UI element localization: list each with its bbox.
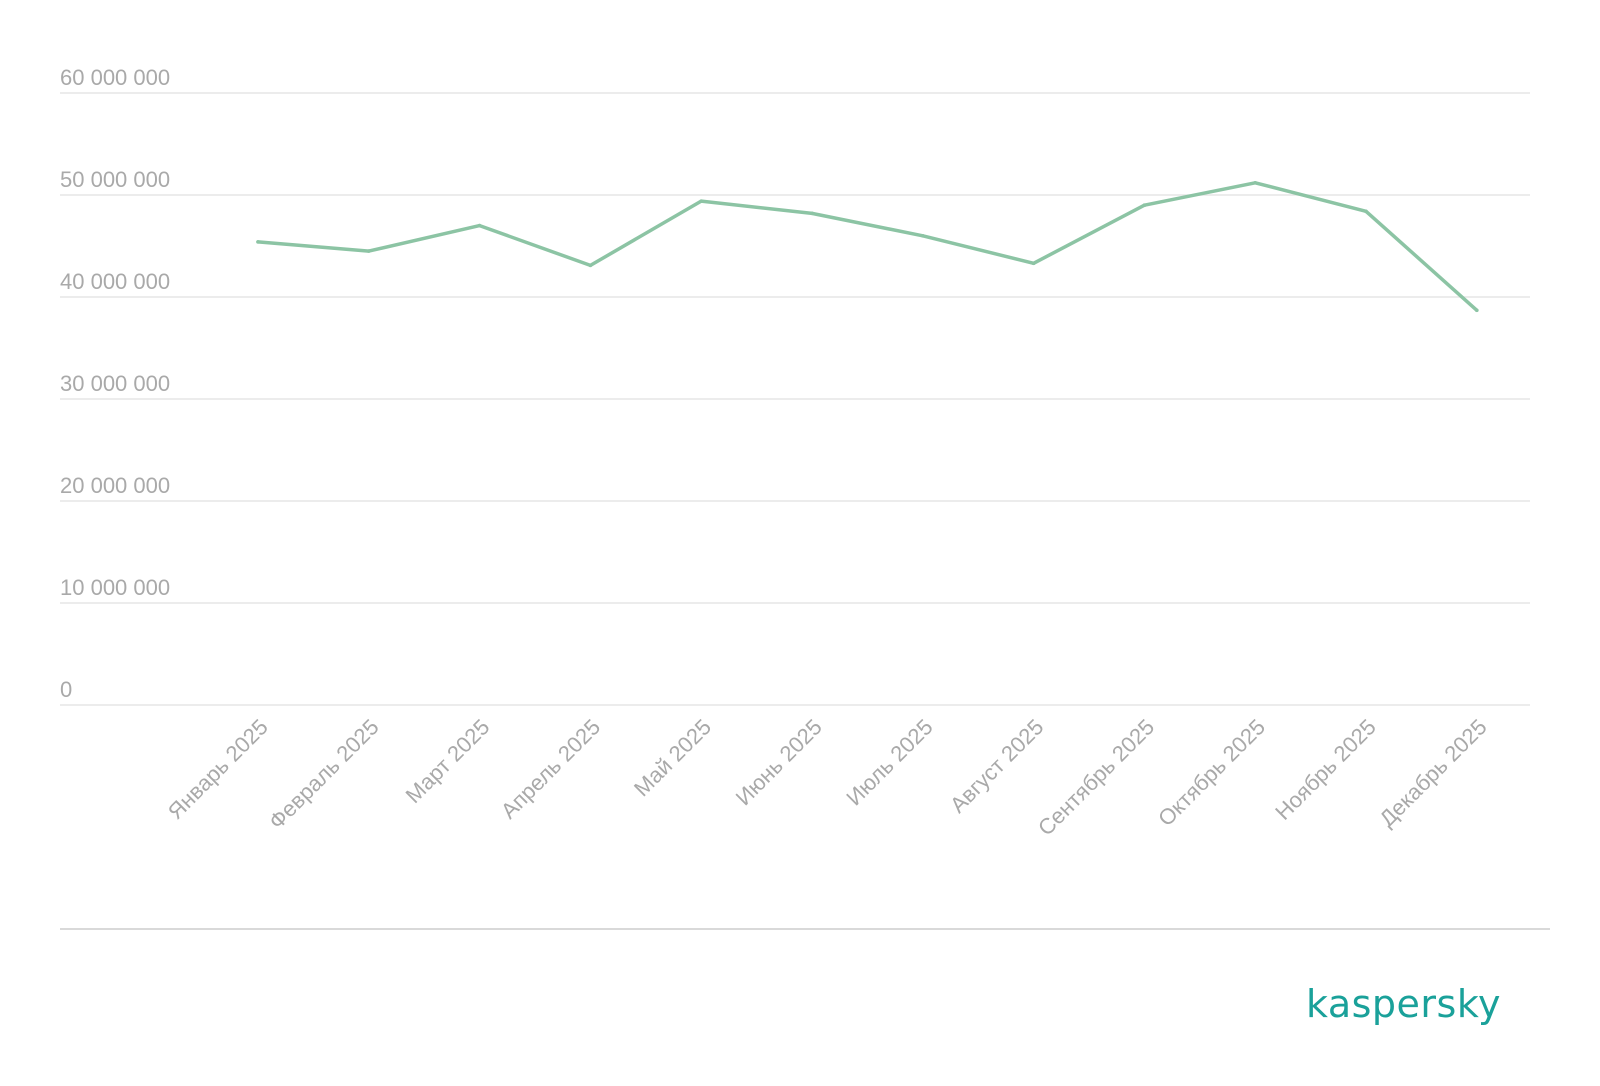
- x-tick-label: Сентябрь 2025: [1033, 714, 1159, 840]
- x-tick-label: Май 2025: [629, 714, 716, 801]
- x-tick-label: Октябрь 2025: [1153, 714, 1270, 831]
- x-tick-label: Февраль 2025: [264, 714, 384, 834]
- y-tick-label: 0: [60, 677, 72, 702]
- series-line: [256, 181, 1479, 313]
- y-tick-label: 10 000 000: [60, 575, 170, 600]
- data-point: [588, 263, 593, 268]
- x-tick-label: Июль 2025: [841, 714, 937, 810]
- data-point: [1142, 203, 1147, 207]
- data-point: [1364, 209, 1368, 214]
- kaspersky-logo: kaspersky: [1306, 982, 1501, 1026]
- data-point: [1253, 180, 1257, 185]
- x-tick-label: Ноябрь 2025: [1270, 714, 1381, 825]
- y-tick-label: 20 000 000: [60, 473, 170, 498]
- series-layer: [256, 180, 1479, 313]
- data-point: [810, 211, 814, 216]
- x-tick-label: Март 2025: [401, 714, 495, 808]
- x-tick-label: Август 2025: [945, 714, 1048, 817]
- y-axis-tick-labels: 0 10 000 000 20 000 000 30 000 000 40 000 00…: [60, 65, 170, 702]
- y-tick-label: 50 000 000: [60, 167, 170, 192]
- x-tick-label: Апрель 2025: [496, 714, 605, 823]
- y-tick-label: 40 000 000: [60, 269, 170, 294]
- x-tick-label: Январь 2025: [163, 714, 273, 824]
- data-point: [699, 199, 703, 203]
- x-tick-label: Декабрь 2025: [1374, 714, 1491, 831]
- data-point: [1475, 308, 1479, 313]
- y-tick-label: 30 000 000: [60, 371, 170, 396]
- data-point: [1031, 261, 1036, 266]
- data-point: [256, 240, 260, 244]
- data-point: [367, 249, 371, 253]
- x-tick-label: Июнь 2025: [731, 714, 827, 810]
- data-point: [921, 234, 925, 238]
- y-tick-label: 60 000 000: [60, 65, 170, 90]
- footer-divider: [60, 928, 1550, 930]
- data-point: [477, 223, 482, 228]
- gridlines: [60, 92, 1530, 706]
